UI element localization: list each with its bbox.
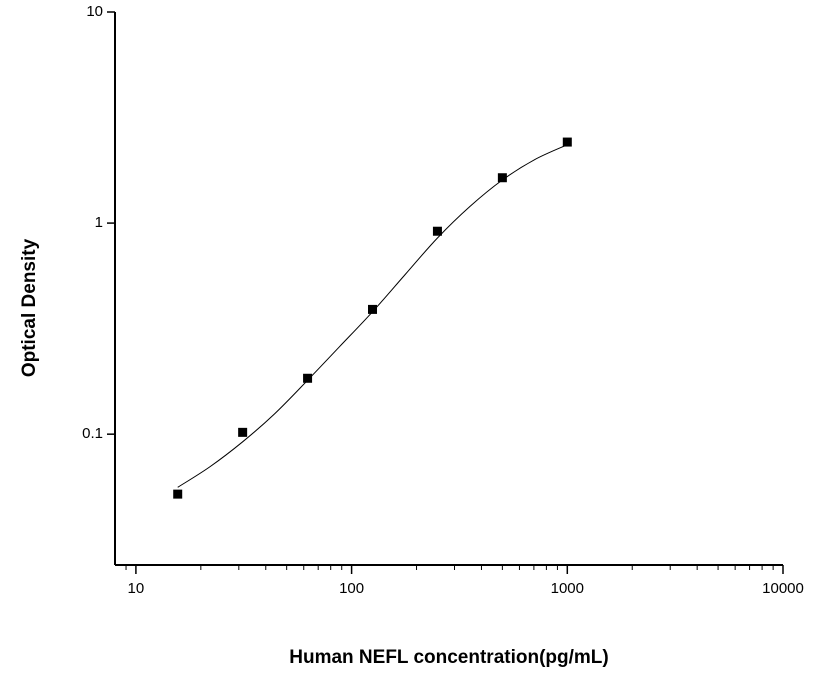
point [303, 373, 313, 383]
point [238, 427, 248, 437]
x-tick-label: 10 [128, 580, 145, 597]
point [562, 137, 572, 147]
x-axis-title: Human NEFL concentration(pg/mL) [289, 647, 608, 668]
x-tick-label: 100 [339, 580, 364, 597]
fit-curve [177, 144, 568, 488]
y-axis-title: Optical Density [19, 238, 40, 377]
point [368, 304, 378, 314]
y-tick-label: 1 [95, 214, 103, 231]
point [497, 173, 507, 183]
point [173, 489, 183, 499]
y-tick-label: 0.1 [82, 425, 103, 442]
x-tick-label: 1000 [551, 580, 584, 597]
point [432, 226, 442, 236]
y-tick-label: 10 [86, 3, 103, 20]
x-tick-label: 10000 [762, 580, 804, 597]
